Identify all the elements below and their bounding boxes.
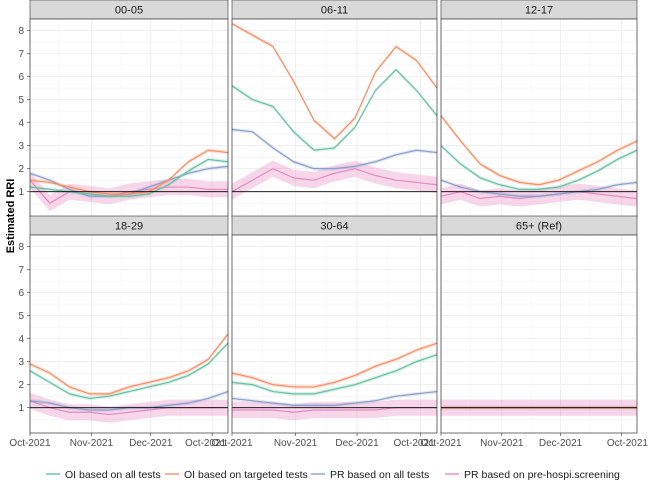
- x-tick-label: Nov-2021: [274, 438, 318, 449]
- legend-label-oi_all: OI based on all tests: [65, 469, 161, 481]
- x-tick-label: Oct-2021: [211, 438, 253, 449]
- y-axis-title: Estimated RRI: [5, 179, 17, 254]
- legend-label-oi_targeted: OI based on targeted tests: [184, 469, 308, 481]
- y-tick-label: 7: [18, 265, 24, 276]
- x-tick-label: Oct-2021: [9, 438, 51, 449]
- y-tick-label: 4: [18, 334, 24, 345]
- y-tick-label: 1: [18, 403, 24, 414]
- y-tick-label: 3: [18, 141, 24, 152]
- y-tick-label: 6: [18, 72, 24, 83]
- y-tick-label: 8: [18, 26, 24, 37]
- y-tick-label: 4: [18, 118, 24, 129]
- x-tick-label: Dec-2021: [335, 438, 379, 449]
- legend-label-pr_all: PR based on all tests: [330, 469, 429, 481]
- ribbon-oi_targeted-2: [232, 21, 437, 141]
- x-tick-label: Dec-2021: [539, 438, 583, 449]
- x-tick-label: Oct-2021: [607, 438, 649, 449]
- panel-background-6: [441, 235, 637, 433]
- panel-title-6: 65+ (Ref): [516, 221, 562, 233]
- panel-background-3: [441, 19, 637, 217]
- y-tick-label: 3: [18, 357, 24, 368]
- panel-title-5: 30-64: [320, 221, 348, 233]
- x-tick-label: Oct-2021: [393, 438, 435, 449]
- ribbon-oi_targeted-3: [441, 113, 637, 187]
- y-tick-label: 2: [18, 380, 24, 391]
- panel-title-1: 00-05: [115, 5, 143, 17]
- legend-label-pr_prehospi: PR based on pre-hospi.screening: [464, 469, 620, 481]
- y-tick-label: 5: [18, 311, 24, 322]
- ribbon-pr_all-5: [232, 389, 437, 408]
- panel-background-4: [30, 235, 228, 433]
- panel-background-1: [30, 19, 228, 217]
- y-tick-label: 5: [18, 95, 24, 106]
- x-tick-label: Oct-2021: [185, 438, 227, 449]
- panel-border-4: [29, 234, 229, 434]
- panel-title-2: 06-11: [321, 5, 348, 17]
- y-tick-label: 8: [18, 242, 24, 253]
- y-tick-label: 1: [18, 187, 24, 198]
- ribbon-pr_prehospi-2: [232, 160, 437, 200]
- x-tick-label: Dec-2021: [129, 438, 173, 449]
- ribbon-pr_all-1: [30, 164, 228, 199]
- y-tick-label: 6: [18, 288, 24, 299]
- panel-border-5: [231, 234, 438, 434]
- y-tick-label: 7: [18, 49, 24, 60]
- panel-title-3: 12-17: [525, 5, 553, 17]
- panel-title-4: 18-29: [115, 221, 143, 233]
- y-tick-label: 2: [18, 164, 24, 175]
- panel-border-6: [440, 234, 638, 434]
- x-tick-label: Nov-2021: [70, 438, 114, 449]
- ribbon-pr_prehospi-3: [441, 183, 637, 207]
- ribbon-pr_all-2: [232, 127, 437, 171]
- x-tick-label: Nov-2021: [480, 438, 524, 449]
- panel-background-2: [232, 19, 437, 217]
- panel-background-5: [232, 235, 437, 433]
- x-tick-label: Oct-2021: [420, 438, 462, 449]
